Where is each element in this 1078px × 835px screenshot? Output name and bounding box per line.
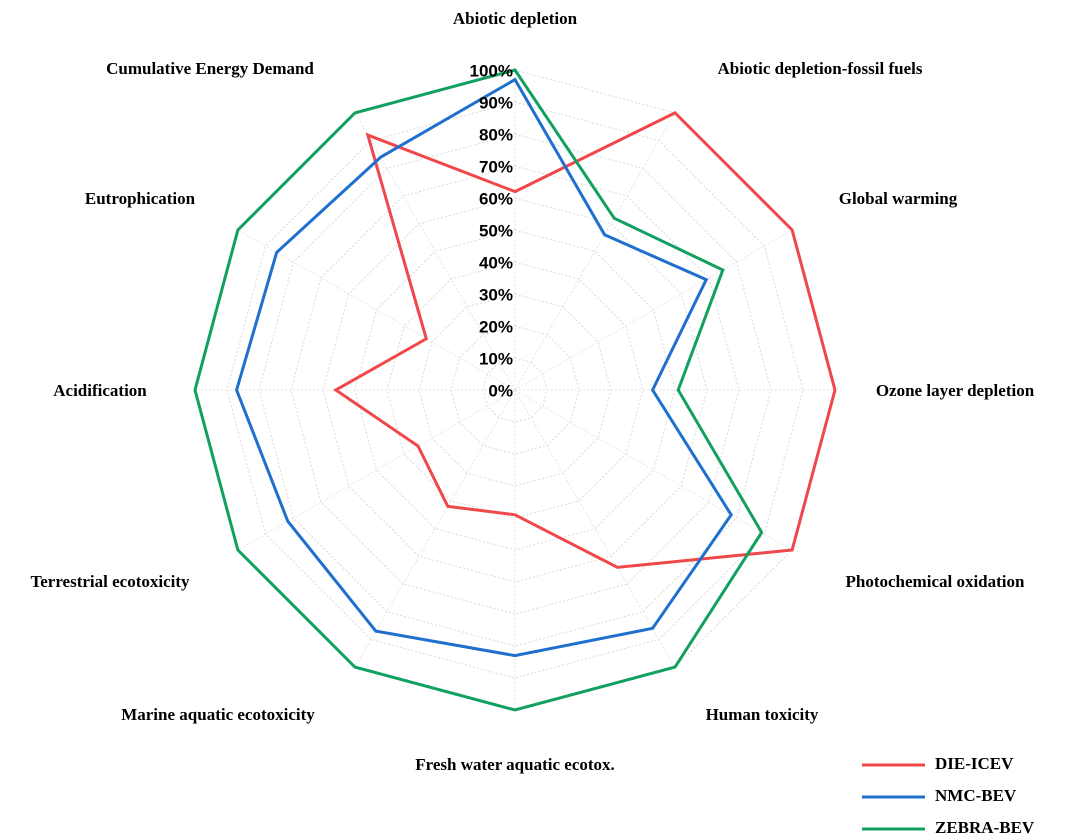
legend-label: DIE-ICEV [935, 754, 1014, 773]
axis-spoke [354, 389, 516, 668]
category-label: Global warming [839, 189, 958, 208]
category-label: Cumulative Energy Demand [106, 59, 314, 78]
y-tick-label: 90% [479, 93, 513, 112]
y-tick-label: 20% [479, 317, 513, 336]
legend-label: ZEBRA-BEV [935, 818, 1035, 835]
category-label: Eutrophication [85, 189, 196, 208]
series-line [332, 111, 837, 569]
axis-spoke [514, 389, 793, 551]
category-label: Ozone layer depletion [876, 381, 1035, 400]
category-label: Photochemical oxidation [846, 572, 1026, 591]
category-label: Terrestrial ecotoxicity [30, 572, 190, 591]
category-label: Abiotic depletion-fossil fuels [718, 59, 923, 78]
y-tick-label: 80% [479, 125, 513, 144]
axis-spoke [514, 229, 793, 391]
category-label: Human toxicity [706, 705, 819, 724]
axis-spoke [514, 112, 676, 391]
axis-spoke [354, 112, 516, 391]
y-tick-label: 40% [479, 253, 513, 272]
y-tick-label: 50% [479, 221, 513, 240]
category-label: Abiotic depletion [453, 9, 578, 28]
legend-label: NMC-BEV [935, 786, 1017, 805]
series-line [235, 77, 733, 658]
category-label: Marine aquatic ecotoxicity [121, 705, 315, 724]
y-tick-label: 70% [479, 157, 513, 176]
y-tick-label: 60% [479, 189, 513, 208]
axis-spoke [514, 389, 676, 668]
y-tick-label: 100% [470, 61, 513, 80]
category-label: Acidification [53, 381, 147, 400]
y-tick-label: 10% [479, 349, 513, 368]
y-tick-label: 0% [488, 381, 513, 400]
axis-spoke [237, 229, 516, 391]
series-line [193, 68, 764, 712]
axis-spoke [237, 389, 516, 551]
category-label: Fresh water aquatic ecotox. [415, 755, 615, 774]
y-tick-label: 30% [479, 285, 513, 304]
